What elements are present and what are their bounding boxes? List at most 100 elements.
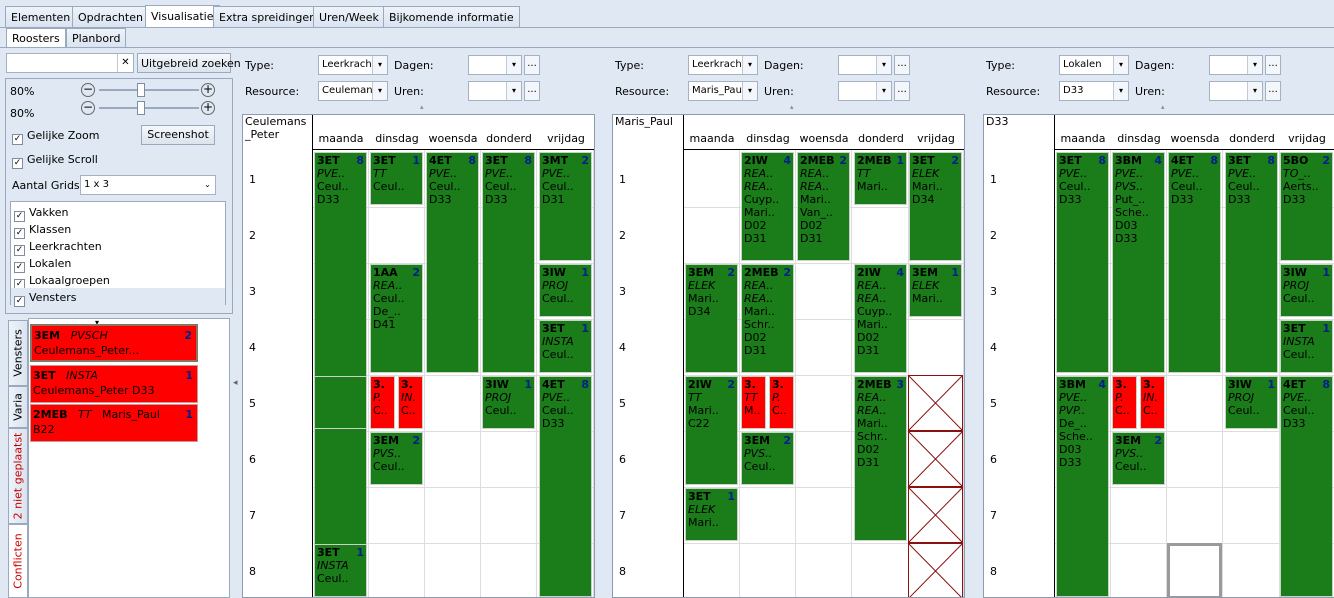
tab-bijkomende-informatie[interactable]: Bijkomende informatie	[383, 6, 520, 28]
checklist-vensters[interactable]: ✓ Vensters	[11, 288, 225, 305]
collapse-up-icon[interactable]: ▴	[1161, 103, 1165, 111]
type-select[interactable]: Leerkracht ▾	[318, 55, 388, 75]
tab-uren-week[interactable]: Uren/Week	[313, 6, 385, 28]
lesson-block[interactable]: 2MEB 1 TT Mari..	[854, 152, 907, 205]
collapse-up-icon[interactable]: ▴	[420, 103, 424, 111]
day-header[interactable]: donderd	[1224, 115, 1280, 150]
conflict-lesson-block[interactable]: 3. IN. C..	[1140, 376, 1165, 429]
resource-select[interactable]: Maris_Paul ▾	[688, 81, 758, 101]
lesson-block[interactable]: 3EM 2 ELEK Mari.. D34	[685, 264, 738, 373]
lesson-block[interactable]: 4ET 8 PVE.. Ceul.. D33	[426, 152, 479, 373]
conflict-lesson-block[interactable]: 3. TT M..	[741, 376, 766, 429]
day-header[interactable]: donderd	[481, 115, 537, 150]
zoom2-minus-icon[interactable]: −	[81, 101, 95, 115]
day-header[interactable]: dinsdag	[740, 115, 796, 150]
conflict-lesson-block[interactable]: 3. IN. C..	[398, 376, 423, 429]
dagen-ellipsis-button[interactable]: ...	[894, 55, 910, 75]
lesson-block[interactable]: 3ET 1 INSTA Ceul..	[539, 320, 592, 373]
selected-slot[interactable]	[1167, 543, 1222, 598]
collapse-up-icon[interactable]: ▴	[790, 103, 794, 111]
lesson-block[interactable]: 3ET 1 INSTA Ceul..	[314, 544, 367, 597]
zoom1-slider[interactable]	[99, 89, 199, 91]
checklist-lokalen[interactable]: ✓ Lokalen	[14, 257, 71, 273]
blocked-slot-icon[interactable]	[908, 487, 963, 543]
uren-ellipsis-button[interactable]: ...	[894, 81, 910, 101]
type-select[interactable]: Lokalen ▾	[1059, 55, 1129, 75]
checklist-leerkrachten[interactable]: ✓ Leerkrachten	[14, 240, 102, 256]
tab-roosters[interactable]: Roosters	[6, 28, 66, 48]
lesson-block[interactable]: 3MT 2 PVE.. Ceul.. D31	[539, 152, 592, 261]
lesson-block[interactable]: 3ET 1 INSTA Ceul..	[1280, 320, 1333, 373]
checklist-vakken[interactable]: ✓ Vakken	[14, 206, 69, 222]
resource-select[interactable]: D33 ▾	[1059, 81, 1129, 101]
lesson-block[interactable]: 3ET 8 PVE.. Ceul.. D33	[1056, 152, 1109, 373]
lesson-block[interactable]: 2MEB 2 REA.. REA.. Mari.. Schr.. D02 D31	[741, 264, 794, 373]
equal-zoom-checkbox[interactable]: ✓ Gelijke Zoom	[12, 129, 99, 145]
day-header[interactable]: maanda	[1055, 115, 1111, 150]
dagen-select[interactable]: ▾	[838, 55, 892, 75]
equal-scroll-checkbox[interactable]: ✓ Gelijke Scroll	[12, 153, 98, 169]
lesson-block[interactable]: 3ET 1 TT Ceul..	[370, 152, 423, 205]
lesson-block[interactable]: 1AA 2 REA.. Ceul.. De_.. D41	[370, 264, 423, 373]
day-header[interactable]: dinsdag	[369, 115, 425, 150]
grids-select[interactable]: 1 x 3 ⌄	[80, 175, 216, 195]
checklist-klassen[interactable]: ✓ Klassen	[14, 223, 71, 239]
zoom1-slider-thumb[interactable]	[137, 83, 145, 97]
lesson-block[interactable]: 3IW 1 PROJ Ceul..	[1280, 264, 1333, 317]
zoom2-plus-icon[interactable]: +	[201, 101, 215, 115]
conflict-item[interactable]: 2MEB TT Maris_Paul 1 B22	[30, 404, 198, 442]
day-header[interactable]: woensda	[796, 115, 852, 150]
zoom1-minus-icon[interactable]: −	[81, 83, 95, 97]
day-header[interactable]: maanda	[684, 115, 740, 150]
lesson-block[interactable]: 3ET 8 PVE.. Ceul.. D33	[482, 152, 535, 373]
type-select[interactable]: Leerkracht ▾	[688, 55, 758, 75]
zoom2-slider-thumb[interactable]	[137, 101, 145, 115]
conflict-item[interactable]: 3ET INSTA 1 Ceulemans_Peter D33	[30, 365, 198, 403]
lesson-block[interactable]: 3EM 2 PVS.. Ceul..	[370, 432, 423, 485]
dagen-ellipsis-button[interactable]: ...	[1265, 55, 1281, 75]
search-input[interactable]: ✕	[6, 53, 134, 73]
advanced-search-button[interactable]: Uitgebreid zoeken	[137, 53, 231, 73]
resource-select[interactable]: Ceulemans ▾	[318, 81, 388, 101]
lesson-block[interactable]: 3BM 4 PVE.. PVP.. De_.. Sche.. D03 D33	[1056, 376, 1109, 597]
day-header[interactable]: maanda	[313, 115, 369, 150]
vtab-varia[interactable]: Varia	[8, 386, 28, 428]
lesson-block[interactable]: 3EM 2 PVS.. Ceul..	[741, 432, 794, 485]
lesson-block[interactable]: 4ET 8 PVE.. Ceul.. D33	[1168, 152, 1221, 373]
conflict-lesson-block[interactable]: 3. P. C..	[1112, 376, 1137, 429]
lesson-block[interactable]	[314, 376, 367, 429]
lesson-block[interactable]: 3IW 1 PROJ Ceul..	[539, 264, 592, 317]
lesson-block[interactable]: 2MEB 3 REA.. REA.. Mari.. Schr.. D02 D31	[854, 376, 907, 541]
screenshot-button[interactable]: Screenshot	[141, 125, 215, 145]
dagen-select[interactable]: ▾	[468, 55, 522, 75]
vtab-niet-geplaatst[interactable]: 2 niet geplaatst	[8, 428, 28, 524]
tab-extra-spreidingen[interactable]: Extra spreidingen	[213, 6, 322, 28]
uren-select[interactable]: ▾	[1209, 81, 1263, 101]
zoom1-plus-icon[interactable]: +	[201, 83, 215, 97]
uren-ellipsis-button[interactable]: ...	[1265, 81, 1281, 101]
zoom2-slider[interactable]	[99, 107, 199, 109]
lesson-block[interactable]: 3BM 4 PVE.. PVS.. Put_.. Sche.. D03 D33	[1112, 152, 1165, 373]
day-header[interactable]: vrijdag	[908, 115, 964, 150]
uren-ellipsis-button[interactable]: ...	[524, 81, 540, 101]
blocked-slot-icon[interactable]	[908, 375, 963, 431]
blocked-slot-icon[interactable]	[908, 431, 963, 487]
lesson-block[interactable]: 3ET 2 ELEK Mari.. D34	[909, 152, 962, 261]
lesson-block[interactable]: 2IW 2 TT Mari.. C22	[685, 376, 738, 485]
tab-elementen[interactable]: Elementen	[5, 6, 76, 28]
lesson-block[interactable]: 3IW 1 PROJ Ceul..	[1225, 376, 1278, 429]
lesson-block[interactable]: 2IW 4 REA.. REA.. Cuyp.. Mari.. D02 D31	[854, 264, 907, 373]
lesson-block[interactable]: 5BO 2 TO_.. Aerts.. D33	[1280, 152, 1333, 261]
conflict-item[interactable]: 3EM PVSCH 2 Ceulemans_Peter...	[30, 324, 198, 362]
lesson-block[interactable]: 2IW 4 REA.. REA.. Cuyp.. Mari.. D02 D31	[741, 152, 794, 261]
day-header[interactable]: woensda	[1167, 115, 1223, 150]
splitter-arrow-icon[interactable]: ◂	[233, 378, 238, 388]
day-header[interactable]: vrijdag	[1279, 115, 1334, 150]
lesson-block[interactable]: 3EM 1 ELEK Mari..	[909, 264, 962, 317]
tab-planbord[interactable]: Planbord	[66, 28, 126, 48]
uren-select[interactable]: ▾	[468, 81, 522, 101]
tab-visualisatie[interactable]: Visualisatie	[145, 5, 220, 27]
lesson-block[interactable]: 4ET 8 PVE.. Ceul.. D33	[539, 376, 592, 597]
vtab-vensters[interactable]: Vensters	[8, 320, 28, 386]
lesson-block[interactable]: 3ET 8 PVE.. Ceul.. D33	[1225, 152, 1278, 373]
